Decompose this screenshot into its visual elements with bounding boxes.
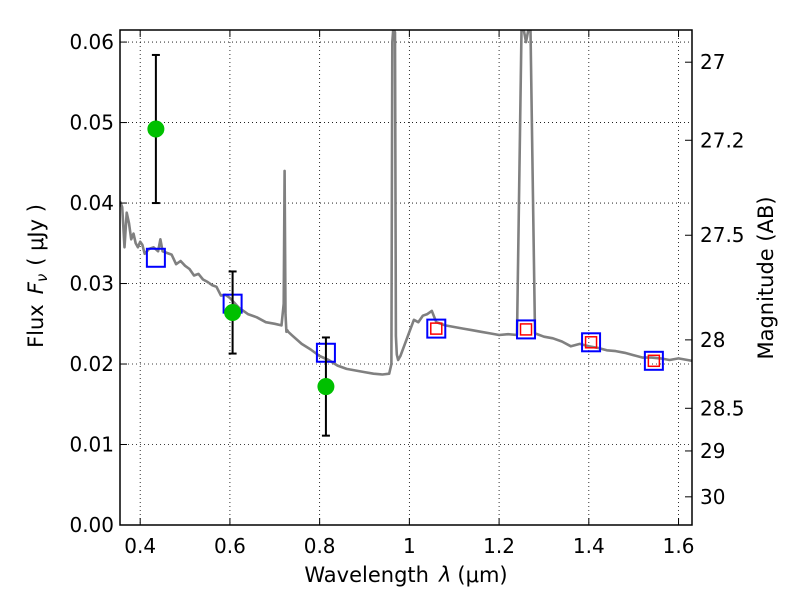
grid-lines: [120, 30, 692, 525]
plot-series: [120, 30, 692, 376]
y-tick-label: 0.00: [69, 513, 114, 537]
x-tick-label: 1.4: [573, 534, 605, 558]
right-tick-label: 27.2: [700, 128, 745, 152]
x-axis-label-symbol: λ: [438, 563, 451, 587]
model-flux-square: [145, 247, 166, 268]
y-axis-label: Flux Fν ( μJy ): [24, 204, 51, 348]
y-tick-label: 0.03: [69, 272, 114, 296]
x-tick-label: 0.8: [304, 534, 336, 558]
y-axis-label-symbol: F: [24, 281, 48, 294]
right-tick-label: 27: [700, 50, 725, 74]
y-tick-label: 0.05: [69, 111, 114, 135]
y-tick-label: 0.04: [69, 191, 114, 215]
right-tick-label: 30: [700, 485, 725, 509]
y-axis-label-units: ( μJy ): [24, 204, 48, 266]
spectrum-line: [120, 30, 692, 376]
y-axis-label-text: Flux: [24, 304, 48, 348]
model-flux-square: [581, 332, 602, 353]
x-tick-label: 1.6: [663, 534, 695, 558]
x-axis-label-units: (μm): [457, 563, 507, 587]
right-tick-label: 29: [700, 439, 725, 463]
synthetic-flux-square: [584, 336, 598, 349]
observed-flux-point: [317, 378, 335, 396]
observed-flux-point: [147, 120, 165, 138]
right-tick-label: 28.5: [700, 396, 745, 420]
model-flux-square: [643, 350, 664, 371]
axes-frame: [119, 29, 693, 526]
synthetic-flux-square: [430, 322, 443, 335]
synthetic-flux-square: [647, 354, 661, 368]
y-axis-label-subscript: ν: [33, 274, 51, 282]
right-axis-label: Magnitude (AB): [754, 196, 778, 359]
x-tick-label: 1: [403, 534, 416, 558]
observed-flux-point: [224, 304, 242, 322]
x-tick-label: 1.2: [483, 534, 515, 558]
plot-area: [120, 30, 692, 437]
synthetic-flux-square: [519, 323, 533, 336]
y-tick-label: 0.06: [69, 30, 114, 54]
x-axis-label-text: Wavelength: [304, 563, 429, 587]
x-tick-label: 0.6: [214, 534, 246, 558]
y-tick-label: 0.01: [69, 433, 114, 457]
model-flux-square: [426, 318, 447, 339]
y-tick-label: 0.02: [69, 352, 114, 376]
ticks: 0.4 0.6 0.8 1 1.2 1.4 1.6 0.00 0.01 0.02 0.03 0.04 0…: [69, 30, 745, 558]
right-tick-label: 28: [700, 328, 725, 352]
x-tick-label: 0.4: [124, 534, 156, 558]
model-flux-square: [516, 319, 537, 340]
right-tick-label: 27.5: [700, 223, 745, 247]
x-axis-label: Wavelength λ (μm): [304, 563, 507, 587]
